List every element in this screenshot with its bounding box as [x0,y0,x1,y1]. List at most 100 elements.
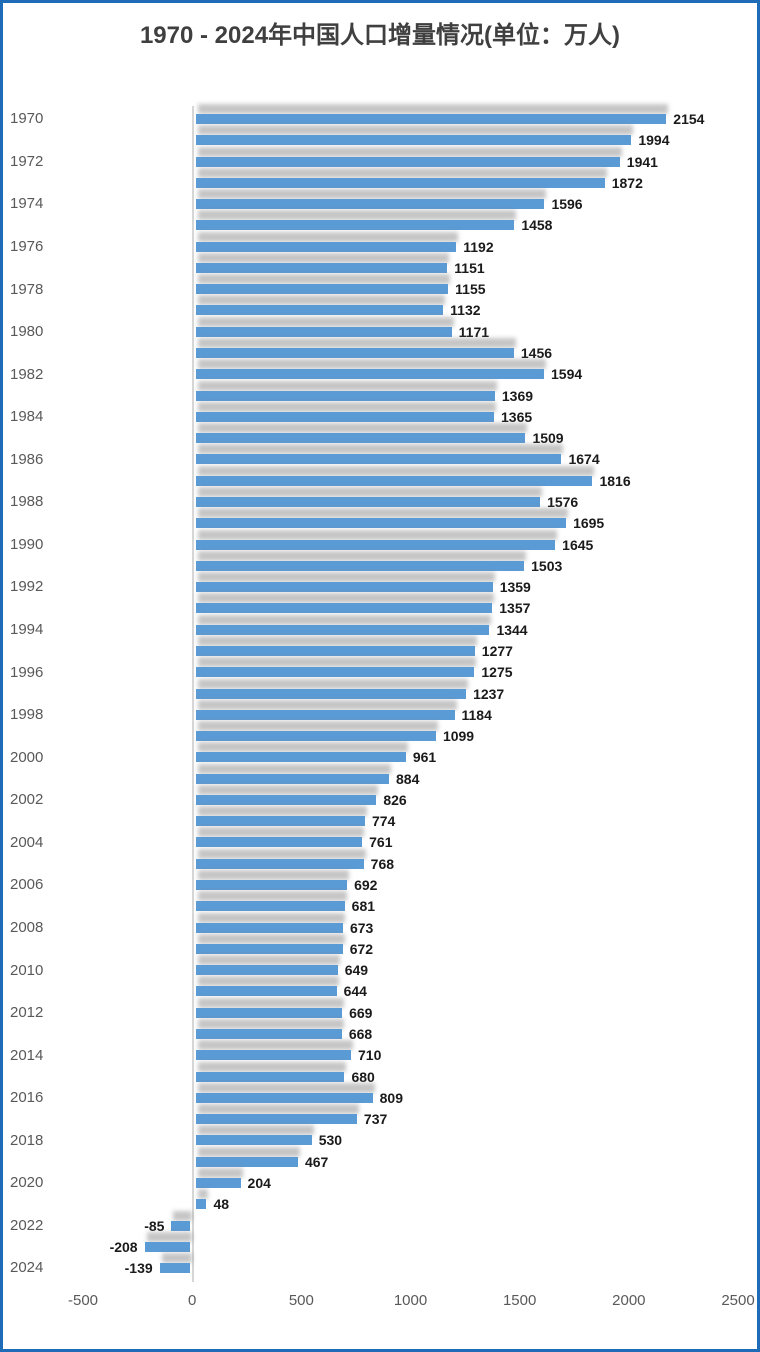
bar [159,1263,190,1274]
bar-value-label: 1645 [562,536,594,553]
bar [196,752,406,763]
bar-value-label: -208 [109,1238,138,1255]
y-axis-tick-label: 1980 [10,323,44,341]
bar-value-label: 826 [383,791,407,808]
bar-value-label: 1695 [573,515,605,532]
chart-title: 1970 - 2024年中国人口增量情况(单位：万人) [139,22,621,49]
bar [196,794,377,805]
bar-value-label: 961 [412,749,437,766]
bar-value-label: 1099 [442,728,475,745]
bar [196,1114,357,1125]
bar-value-label: 1872 [611,174,643,191]
bar-value-label: 204 [247,1174,271,1191]
y-axis-tick-label: 2006 [10,876,44,894]
y-axis-tick-label: 2008 [10,918,44,936]
bar [196,1156,298,1167]
y-axis-tick-label: 2012 [10,1004,44,1022]
bar [196,1071,345,1082]
bar-value-label: 1365 [501,408,533,425]
y-axis-tick-label: 2010 [10,961,44,979]
bar [196,901,345,912]
x-axis-tick-label: 2000 [612,1292,646,1309]
bar-value-label: 1674 [568,451,600,468]
bar [196,1050,352,1061]
bar-value-label: 1369 [501,387,534,404]
bar [196,986,337,997]
y-axis-tick-label: 2014 [10,1046,44,1064]
y-axis-tick-label: 1970 [10,110,44,128]
bar [196,177,605,188]
bar-value-label: 1132 [450,302,481,319]
x-axis-tick-label: 1500 [502,1292,537,1309]
bar-value-label: -139 [124,1260,153,1277]
x-axis-tick-label: -500 [67,1292,99,1309]
bar [196,1135,312,1146]
bar-value-label: 1359 [499,579,531,596]
bar-value-label: 2154 [673,110,705,127]
bar-value-label: 1594 [551,366,583,383]
bar-value-label: 681 [351,898,376,915]
bar-value-label: 673 [349,919,374,936]
bar-value-label: 737 [363,1111,388,1128]
y-axis-tick-label: 1984 [10,408,44,426]
bar-value-label: 1357 [499,600,531,617]
y-axis-tick-label: 2000 [10,748,44,766]
bar [196,369,545,380]
bar-value-label: 668 [348,1025,373,1042]
bar [196,1177,241,1188]
bar-value-label: 768 [370,855,395,872]
bar [196,305,444,316]
y-axis-tick-label: 1990 [10,535,44,553]
bar-value-label: -85 [144,1217,165,1234]
y-axis-tick-label: 2018 [10,1131,44,1149]
bar-value-label: 1816 [599,472,631,489]
bar-value-label: 692 [354,877,378,894]
bar [196,199,545,210]
bar-value-label: 669 [349,1004,373,1021]
bar [196,582,493,593]
bar-value-label: 1151 [454,259,485,276]
bar [196,816,365,827]
y-axis-tick-label: 1992 [10,578,44,596]
bar-value-label: 48 [213,1196,230,1213]
y-axis-tick-label: 2020 [10,1174,44,1192]
bar [196,943,343,954]
bar [196,220,515,231]
bar-value-label: 530 [318,1132,343,1149]
bar [196,731,436,742]
bar [196,603,493,614]
bar [196,922,343,933]
bar [196,348,514,359]
bar-value-label: 809 [379,1089,403,1106]
bar-value-label: 644 [343,983,367,1000]
bar-value-label: 1192 [463,238,494,255]
y-axis-tick-label: 1972 [10,152,44,170]
bar [196,539,556,550]
y-axis-tick-label: 1988 [10,493,44,511]
x-axis-tick-label: 1000 [393,1292,428,1309]
bar [196,858,364,869]
bar-value-label: 1275 [481,664,513,681]
bar-value-label: 1456 [520,345,553,362]
bar [196,156,620,167]
y-axis-tick-label: 2002 [10,791,44,809]
bar-value-label: 1237 [473,685,505,702]
bar-value-label: 1941 [626,153,658,170]
bar-value-label: 1596 [551,196,583,213]
bar [196,284,449,295]
bar [196,880,348,891]
bar [196,433,526,444]
bar-value-label: 649 [344,962,369,979]
bar [196,560,525,571]
zero-axis-line [192,106,194,1282]
bar-value-label: 761 [369,834,393,851]
x-axis-tick-label: 0 [187,1292,197,1309]
y-axis-tick-label: 2016 [10,1089,44,1107]
y-axis-tick-label: 1986 [10,450,44,468]
bar-value-label: 884 [396,770,420,787]
bar-value-label: 680 [351,1068,375,1085]
bar [196,113,667,124]
bar [196,1199,207,1210]
bar-value-label: 1155 [455,281,486,298]
bar-value-label: 1171 [458,323,490,340]
